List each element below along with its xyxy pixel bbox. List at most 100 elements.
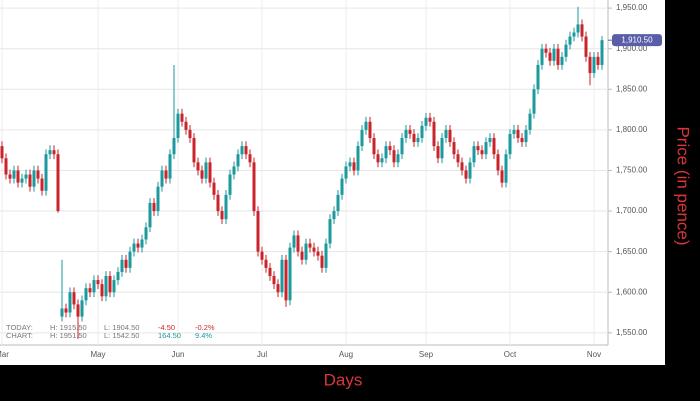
y-tick-label: 1,900.00 — [616, 44, 648, 53]
candle-body — [172, 138, 176, 155]
candle-body — [0, 146, 4, 159]
x-tick-label: Jul — [257, 350, 267, 359]
candle-body — [560, 56, 564, 65]
candle-body — [208, 162, 212, 183]
candle-body — [40, 178, 44, 191]
candle-body — [556, 48, 560, 65]
candle-body — [400, 138, 404, 155]
candle-body — [148, 202, 152, 228]
candle-body — [444, 129, 448, 138]
candle-body — [536, 64, 540, 90]
candle-body — [264, 259, 268, 268]
candle-body — [28, 174, 32, 187]
candle-body — [276, 284, 280, 293]
candle-body — [176, 113, 180, 138]
candle-body — [316, 251, 320, 256]
info-percent: -0.2% — [195, 323, 215, 332]
candle-body — [280, 259, 284, 293]
candle-body — [584, 36, 588, 57]
candle-body — [468, 162, 472, 179]
candle-body — [32, 170, 36, 187]
candle-body — [120, 259, 124, 272]
y-tick-label: 1,600.00 — [616, 287, 648, 296]
candle-body — [600, 40, 604, 65]
candle-body — [464, 170, 468, 179]
candle-body — [60, 308, 64, 317]
candle-body — [244, 146, 248, 155]
candle-body — [88, 288, 92, 293]
candle-body — [440, 138, 444, 159]
y-tick-label: 1,800.00 — [616, 125, 648, 134]
y-tick-label: 1,700.00 — [616, 206, 648, 215]
candle-body — [552, 48, 556, 61]
candle-body — [220, 211, 224, 220]
candle-body — [428, 117, 432, 122]
candle-body — [524, 129, 528, 143]
candle-body — [68, 292, 72, 313]
candle-body — [156, 186, 160, 212]
candle-body — [76, 304, 80, 317]
candle-body — [460, 162, 464, 171]
candle-body — [592, 56, 596, 74]
candle-body — [260, 251, 264, 260]
candle-body — [368, 121, 372, 138]
x-tick-label: Aug — [339, 350, 353, 359]
candle-body — [332, 211, 336, 220]
x-tick-label: Nov — [587, 350, 601, 359]
candle-body — [372, 138, 376, 155]
candle-body — [488, 138, 492, 143]
candle-body — [436, 146, 440, 159]
candle-body — [192, 138, 196, 163]
candle-body — [380, 158, 384, 163]
candle-body — [216, 194, 220, 212]
candle-body — [568, 36, 572, 45]
candle-body — [240, 146, 244, 155]
candle-body — [388, 146, 392, 151]
info-change: -4.50 — [158, 323, 175, 332]
candle-body — [572, 32, 576, 37]
candle-body — [472, 146, 476, 163]
info-high: H: 1915.50 — [50, 323, 87, 332]
y-tick-label: 1,950.00 — [616, 3, 648, 12]
candle-body — [112, 280, 116, 293]
candle-body — [296, 235, 300, 252]
candle-body — [404, 129, 408, 138]
candle-body — [408, 129, 412, 134]
x-tick-label: May — [90, 350, 105, 359]
candle-body — [424, 117, 428, 126]
candle-body — [544, 48, 548, 53]
y-tick-label: 1,550.00 — [616, 328, 648, 337]
candle-body — [48, 150, 52, 155]
candle-body — [268, 267, 272, 276]
candle-body — [576, 24, 580, 33]
candle-body — [480, 150, 484, 155]
candle-body — [512, 129, 516, 134]
candle-body — [144, 227, 148, 240]
y-axis-title: Price (in pence) — [674, 126, 693, 245]
candle-body — [384, 146, 388, 159]
x-axis-title: Days — [324, 370, 363, 389]
candle-body — [484, 142, 488, 155]
candle-body — [108, 276, 112, 293]
candle-body — [356, 146, 360, 171]
y-tick-label: 1,650.00 — [616, 247, 648, 256]
candle-body — [348, 162, 352, 167]
candle-body — [160, 170, 164, 187]
candle-body — [392, 150, 396, 163]
candle-body — [152, 202, 156, 212]
info-low: L: 1904.50 — [104, 323, 139, 332]
candle-body — [320, 255, 324, 268]
candle-body — [532, 89, 536, 114]
candle-body — [520, 138, 524, 143]
candle-body — [164, 170, 168, 179]
candle-body — [528, 113, 532, 130]
candle-body — [364, 121, 368, 130]
candle-body — [116, 271, 120, 281]
candle-body — [588, 56, 592, 74]
info-percent: 9.4% — [195, 331, 212, 340]
candle-body — [312, 247, 316, 252]
candle-body — [168, 154, 172, 179]
candle-body — [236, 154, 240, 167]
info-low: L: 1542.50 — [104, 331, 139, 340]
